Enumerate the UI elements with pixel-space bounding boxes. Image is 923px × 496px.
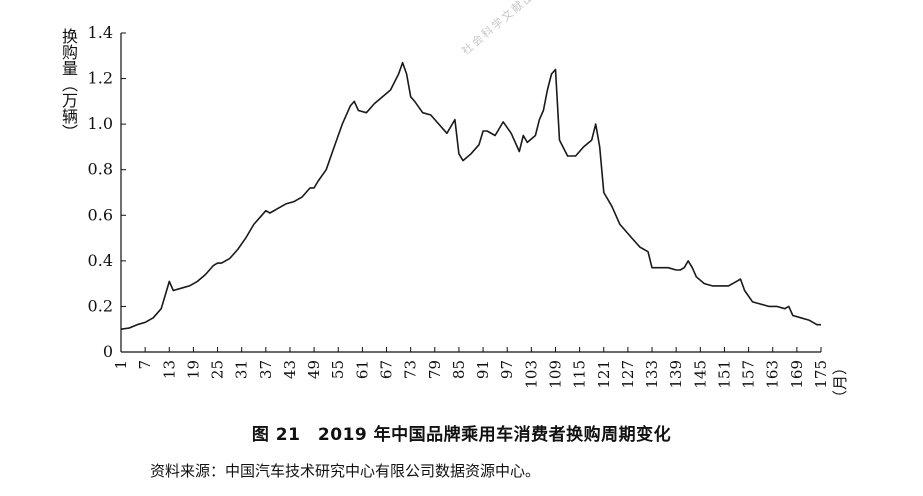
y-tick-label: 1.4 bbox=[88, 23, 113, 42]
x-tick-label: 49 bbox=[305, 360, 323, 379]
x-tick-label: 67 bbox=[378, 360, 396, 379]
x-tick-label: 163 bbox=[764, 360, 782, 389]
x-tick-label: 109 bbox=[546, 360, 564, 389]
x-tick-label: 103 bbox=[522, 360, 540, 389]
x-tick-label: 25 bbox=[209, 360, 227, 379]
x-tick-label: 61 bbox=[353, 360, 371, 379]
x-tick-label: 13 bbox=[160, 360, 178, 379]
x-tick-label: 7 bbox=[136, 360, 154, 370]
x-tick-label: 127 bbox=[619, 360, 637, 389]
x-tick-label: 73 bbox=[402, 360, 420, 379]
x-tick-label: 43 bbox=[281, 360, 299, 379]
x-tick-label: 31 bbox=[233, 360, 251, 379]
y-axis-label: 换购量（万辆） bbox=[59, 28, 78, 140]
x-tick-label: 1 bbox=[112, 360, 130, 370]
y-tick-label: 0.8 bbox=[88, 160, 113, 179]
series-layer bbox=[120, 61, 821, 330]
series-line bbox=[120, 61, 821, 330]
x-tick-label: 121 bbox=[595, 360, 613, 389]
x-tick-label: 79 bbox=[426, 360, 444, 379]
y-tick-label: 1.2 bbox=[88, 69, 113, 88]
x-tick-label: 97 bbox=[498, 360, 516, 379]
x-unit-label: （月） bbox=[831, 360, 849, 405]
x-tick-label: 151 bbox=[715, 360, 733, 389]
x-tick-label: 145 bbox=[691, 360, 709, 389]
source-note: 资料来源：中国汽车技术研究中心有限公司数据资源中心。 bbox=[150, 462, 541, 480]
x-tick-label: 55 bbox=[329, 360, 347, 379]
x-tick-label: 91 bbox=[474, 360, 492, 379]
y-tick-label: 0.4 bbox=[88, 251, 113, 270]
y-tick-label: 1.0 bbox=[88, 114, 113, 133]
x-tick-label: 85 bbox=[450, 360, 468, 379]
axes bbox=[120, 33, 821, 353]
x-tick-label: 139 bbox=[667, 360, 685, 389]
y-axis-ticks: 0 0.2 0.4 0.6 0.8 1.0 1.2 1.4 bbox=[88, 23, 126, 361]
y-tick-label: 0.6 bbox=[88, 205, 113, 224]
y-tick-label: 0 bbox=[103, 342, 113, 361]
x-tick-label: 175 bbox=[812, 360, 830, 389]
x-tick-label: 115 bbox=[571, 360, 589, 389]
figure-caption: 图 21 2019 年中国品牌乘用车消费者换购周期变化 bbox=[251, 425, 672, 445]
x-tick-label: 157 bbox=[740, 360, 758, 389]
x-axis-ticks: 1 7 13 19 25 31 37 43 49 55 61 67 73 79 85 91 97 103 109 11… bbox=[112, 347, 849, 405]
x-tick-label: 169 bbox=[788, 360, 806, 389]
x-tick-label: 37 bbox=[257, 360, 275, 379]
x-tick-label: 19 bbox=[184, 360, 202, 379]
y-tick-label: 0.2 bbox=[88, 296, 113, 315]
x-tick-label: 133 bbox=[643, 360, 661, 389]
line-chart: 0 0.2 0.4 0.6 0.8 1.0 1.2 1.4 1 7 13 19 25 31 37 43 49 5… bbox=[88, 23, 849, 405]
